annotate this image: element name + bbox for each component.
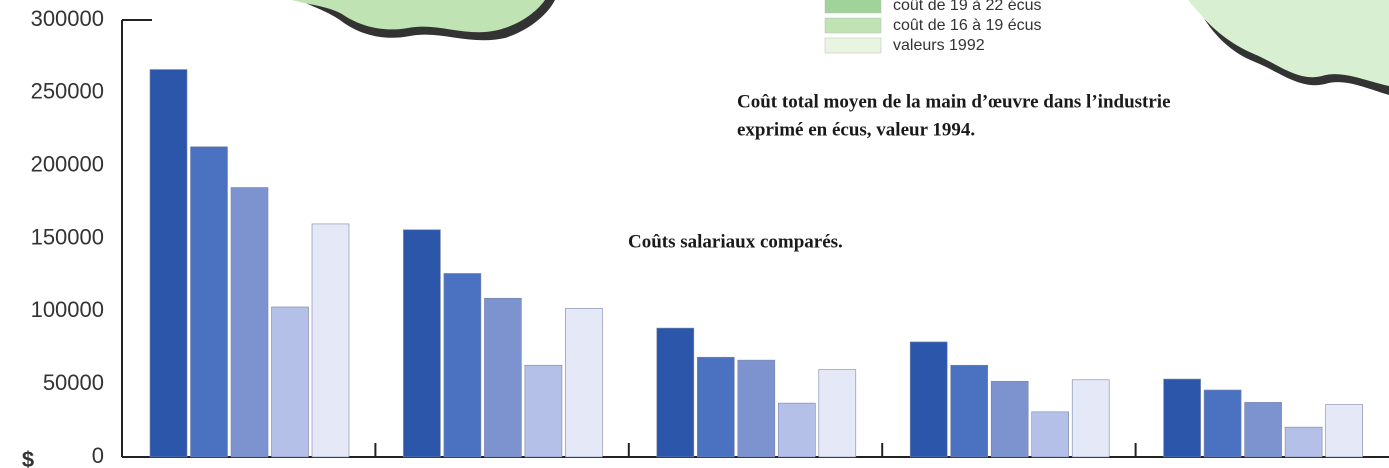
y-tick-label: 200000 (31, 151, 104, 176)
bar (1071, 379, 1110, 458)
bar (524, 364, 563, 458)
bar (271, 306, 309, 458)
bar (1244, 402, 1282, 458)
y-tick-label: 0 (92, 443, 104, 468)
bar (696, 356, 735, 458)
bar (484, 297, 522, 458)
legend-label: valeurs 1992 (893, 37, 985, 54)
annotation: Coûts salariaux comparés. (628, 231, 843, 252)
bar (1284, 426, 1323, 458)
bar (1325, 404, 1363, 458)
bar (1031, 411, 1069, 458)
legend-label: coût de 16 à 19 écus (893, 17, 1042, 34)
bar (149, 69, 188, 458)
y-tick-label: 250000 (31, 79, 104, 104)
bar (656, 327, 695, 458)
bar (990, 380, 1029, 458)
y-tick-label: 300000 (31, 6, 104, 31)
bar (737, 359, 776, 458)
bar (190, 146, 228, 458)
y-unit-label: $ (22, 447, 34, 468)
bar (950, 364, 989, 458)
bar (1203, 389, 1242, 458)
y-tick-label: 50000 (43, 370, 104, 395)
annotation: Coût total moyen de la main d’œuvre dans… (737, 91, 1171, 112)
bar (443, 273, 482, 458)
map-decoration (292, 0, 1389, 95)
bar (818, 369, 857, 458)
bar (909, 341, 948, 458)
y-tick-label: 100000 (31, 297, 104, 322)
legend-label: coût de 19 à 22 écus (893, 0, 1042, 14)
annotation: exprimé en écus, valeur 1994. (737, 119, 975, 140)
legend-swatch (824, 17, 882, 34)
bar (311, 223, 350, 458)
bar (565, 308, 603, 458)
bar (230, 187, 269, 458)
bar (777, 402, 816, 458)
legend-swatch (824, 0, 882, 14)
bar (403, 229, 441, 458)
y-tick-label: 150000 (31, 224, 104, 249)
bar (1163, 378, 1201, 458)
legend-swatch (824, 37, 882, 54)
